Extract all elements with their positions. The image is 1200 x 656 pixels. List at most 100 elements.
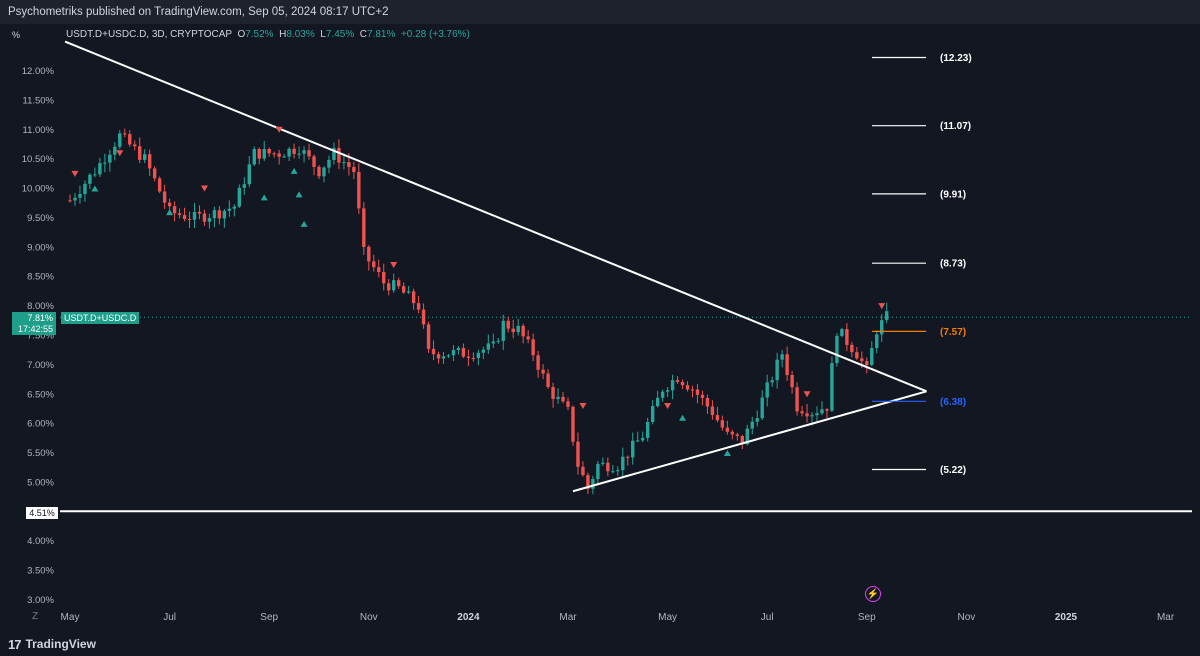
candle-body [147, 154, 152, 169]
candle-body [626, 456, 630, 458]
candle-body [611, 471, 615, 473]
candle-body [526, 336, 530, 340]
candle-body [93, 174, 97, 176]
candle-body [123, 133, 127, 135]
buy-signal-arrow-icon [91, 185, 99, 192]
projection-level-label: (8.73) [940, 259, 966, 270]
candle-body [372, 261, 376, 268]
candle-body [870, 348, 874, 365]
candle-body [675, 380, 680, 382]
x-tick-label: Sep [858, 612, 876, 623]
high-value: 8.03% [286, 29, 315, 40]
y-tick-label: 8.50% [27, 272, 54, 283]
candle-body [322, 167, 326, 177]
candle-body [521, 325, 525, 337]
candle-body [735, 434, 740, 437]
candle-body [242, 184, 246, 188]
buy-signal-arrow-icon [290, 167, 298, 174]
candle-body [451, 350, 456, 356]
y-tick-label: 11.00% [22, 125, 54, 136]
candle-body [516, 325, 520, 333]
candle-body [337, 148, 341, 163]
candle-body [108, 154, 112, 163]
candle-body [292, 148, 296, 154]
candle-body [406, 291, 411, 293]
candle-body [650, 406, 655, 422]
y-tick-label: 7.50% [27, 331, 54, 342]
candle-body [392, 280, 396, 291]
candle-body [536, 355, 540, 370]
candle-body [302, 150, 306, 154]
candle-body [297, 153, 301, 155]
x-tick-label: Sep [260, 612, 278, 623]
candle-body [327, 159, 331, 168]
candle-body [357, 172, 361, 209]
candle-body [660, 391, 665, 398]
candle-body [157, 178, 162, 192]
symbol-price-label: USDT.D+USDC.D [61, 312, 140, 324]
candle-body [103, 162, 107, 164]
candle-body [362, 208, 366, 247]
chart-area[interactable]: 12.00% 11.50% 11.00% 10.50% 10.00% 9.50% 9.00%… [0, 24, 1200, 632]
sell-signal-arrow-icon [664, 403, 672, 410]
percent-scale-button[interactable]: % [12, 30, 21, 40]
candle-body [401, 286, 406, 293]
candle-body [740, 436, 744, 445]
candle-body [670, 380, 675, 391]
candle-body [232, 206, 237, 209]
zoom-reset-button[interactable]: Z [32, 611, 39, 622]
tradingview-logo-icon: 17 [8, 636, 22, 652]
ascending-support-trendline [572, 390, 927, 493]
descending-resistance-trendline [64, 40, 927, 393]
candle-body [755, 418, 759, 422]
x-tick-label: Mar [1157, 612, 1175, 623]
sell-signal-arrow-icon [116, 150, 124, 157]
candle-body [332, 148, 336, 160]
candle-body [805, 413, 809, 417]
y-tick-label: 6.50% [27, 389, 54, 400]
x-tick-label: May [658, 612, 677, 623]
candle-body [596, 463, 600, 480]
candle-body [655, 397, 660, 407]
sell-signal-arrow-icon [878, 303, 886, 310]
candle-body [167, 202, 172, 207]
candle-body [282, 156, 286, 158]
candle-body [750, 421, 754, 429]
candle-body [342, 162, 346, 164]
buy-signal-arrow-icon [295, 191, 303, 198]
candle-body [187, 218, 192, 220]
sell-signal-arrow-icon [200, 185, 208, 192]
x-tick-label: Nov [958, 612, 976, 623]
candle-body [685, 385, 690, 390]
y-tick-label: 7.00% [27, 360, 54, 371]
candle-body [601, 462, 605, 464]
candle-body [411, 291, 416, 304]
candle-body [616, 470, 620, 472]
candle-body [162, 191, 167, 203]
candle-body [262, 149, 266, 159]
candle-body [202, 213, 207, 222]
candle-body [790, 375, 794, 388]
published-text: Psychometriks published on TradingView.c… [8, 6, 389, 18]
x-tick-label: May [61, 612, 80, 623]
x-tick-label: Jul [761, 612, 774, 623]
y-tick-label: 6.00% [27, 419, 54, 430]
footer: 17 TradingView [0, 632, 1200, 656]
buy-signal-arrow-icon [260, 194, 268, 201]
candle-body [207, 218, 212, 222]
candle-body [745, 428, 749, 445]
candle-body [471, 357, 476, 359]
candle-body [850, 344, 854, 353]
candle-body [795, 387, 799, 412]
candle-body [431, 348, 436, 355]
candle-body [715, 415, 720, 421]
candle-body [760, 397, 764, 419]
y-tick-label: 3.50% [27, 566, 54, 577]
projection-level-label: (12.23) [940, 53, 972, 64]
candle-body [641, 437, 645, 441]
candle-body [705, 397, 710, 407]
candle-body [237, 187, 242, 207]
candle-body [113, 146, 117, 155]
candle-body [377, 267, 381, 273]
lightning-icon[interactable]: ⚡ [865, 586, 881, 602]
